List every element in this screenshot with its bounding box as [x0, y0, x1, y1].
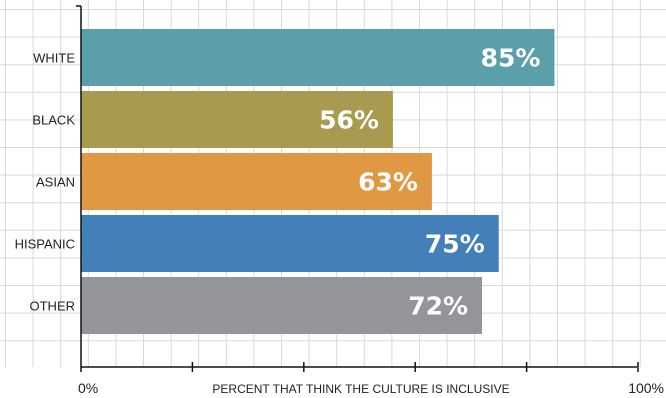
category-label-white: WHITE — [33, 51, 75, 66]
category-label-black: BLACK — [32, 113, 75, 128]
bar-black — [81, 91, 393, 148]
axes — [76, 5, 639, 372]
category-label-other: OTHER — [30, 299, 76, 314]
category-labels: WHITE BLACK ASIAN HISPANIC OTHER — [15, 51, 76, 314]
value-label-asian: 63% — [358, 168, 418, 197]
value-labels: 85% 56% 63% 75% 72% — [319, 44, 540, 321]
value-label-white: 85% — [481, 44, 541, 73]
x-tick-label-min: 0% — [78, 380, 98, 396]
bar-hispanic — [81, 215, 499, 272]
category-label-asian: ASIAN — [36, 175, 75, 190]
x-axis-title: PERCENT THAT THINK THE CULTURE IS INCLUS… — [212, 382, 509, 396]
bar-asian — [81, 153, 432, 210]
value-label-black: 56% — [319, 106, 379, 135]
bar-other — [81, 277, 483, 334]
bar-white — [81, 29, 555, 86]
x-tick-label-max: 100% — [628, 380, 664, 396]
category-label-hispanic: HISPANIC — [15, 237, 75, 252]
value-label-other: 72% — [408, 292, 468, 321]
value-label-hispanic: 75% — [425, 230, 485, 259]
bars — [81, 29, 555, 334]
